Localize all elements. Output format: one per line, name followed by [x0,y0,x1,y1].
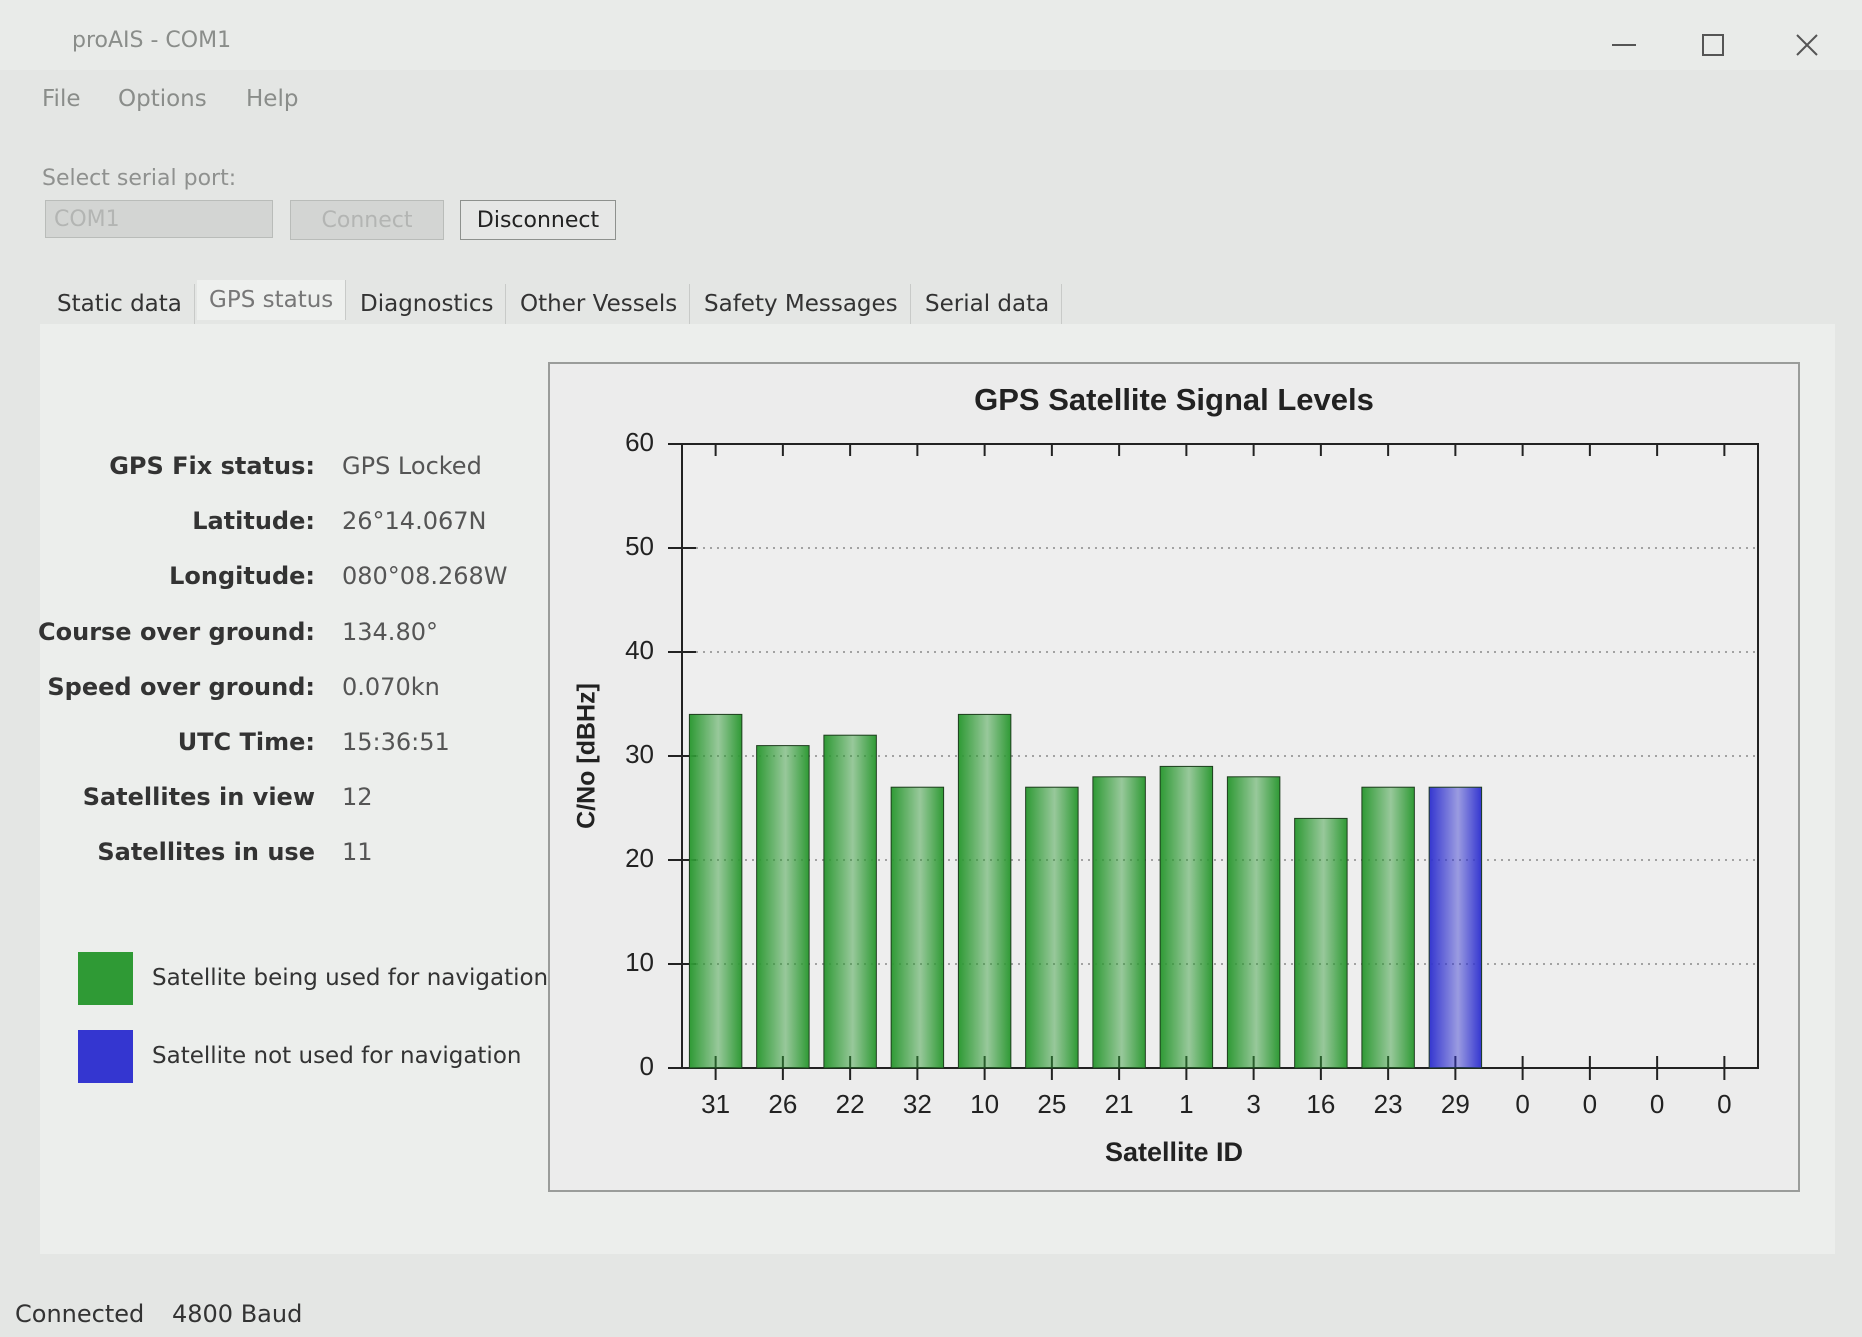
port-select[interactable]: COM1 [45,200,273,238]
bar [1025,786,1079,1069]
y-tick-label: 20 [625,843,654,873]
chart-title: GPS Satellite Signal Levels [974,382,1374,417]
field-label: Longitude: [169,562,315,591]
port-label: Select serial port: [42,166,237,191]
tab[interactable]: Static data [45,284,195,324]
status-text: 4800 Baud [172,1300,303,1328]
y-tick-label: 60 [625,427,654,457]
x-tick-label: 31 [701,1089,730,1119]
bar [756,745,810,1069]
legend-swatch [78,952,133,1005]
disconnect-button[interactable]: Disconnect [460,200,616,240]
x-tick-label: 3 [1246,1089,1260,1119]
x-tick-label: 1 [1179,1089,1193,1119]
bar [957,713,1012,1069]
menu-item[interactable]: File [42,86,81,112]
y-tick-label: 30 [625,739,654,769]
bar [1159,765,1214,1069]
x-tick-label: 10 [970,1089,999,1119]
field-value: 26°14.067N [342,507,487,536]
maximize[interactable] [1702,34,1724,56]
field-value: 080°08.268W [342,562,508,591]
y-tick-label: 10 [625,947,654,977]
tab[interactable]: Serial data [913,284,1063,324]
field-value: 12 [342,783,373,812]
field-label: Course over ground: [38,617,315,646]
window-title: proAIS - COM1 [72,28,232,53]
tab[interactable]: Other Vessels [508,284,691,324]
y-tick-label: 0 [640,1051,654,1081]
bar [1092,776,1146,1069]
field-value: 134.80° [342,617,438,646]
bar [823,734,877,1069]
x-tick-label: 26 [768,1089,797,1119]
x-tick-label: 25 [1037,1089,1066,1119]
field-label: GPS Fix status: [109,452,315,480]
bar [688,713,743,1069]
tab[interactable]: Safety Messages [692,284,911,324]
field-value: GPS Locked [342,452,482,480]
close[interactable] [1796,34,1818,56]
window-controls[interactable] [1590,30,1840,60]
x-tick-label: 23 [1374,1089,1403,1119]
field-label: Speed over ground: [47,672,315,701]
bar [890,786,945,1069]
bar [1428,786,1483,1069]
chart: GPS Satellite Signal Levels Satellite ID… [548,362,1800,1192]
x-tick-label: 0 [1515,1089,1529,1119]
y-axis-label: C/No [dBHz] [573,683,601,829]
status-text: Connected [15,1300,145,1328]
field-value: 11 [342,838,373,867]
bar [1226,776,1281,1069]
field-value: 0.070kn [342,672,440,701]
x-tick-label: 32 [903,1089,932,1119]
menu-item[interactable]: Options [118,86,207,112]
field-value: 15:36:51 [342,728,450,756]
y-tick-label: 50 [625,531,654,561]
field-label: Satellites in use [97,838,315,867]
x-tick-label: 16 [1306,1089,1335,1119]
x-tick-label: 0 [1717,1089,1731,1119]
tab[interactable]: GPS status [197,280,347,320]
bar [1361,786,1415,1069]
y-tick-label: 40 [625,635,654,665]
x-tick-label: 21 [1105,1089,1134,1119]
connect-button[interactable]: Connect [290,200,444,240]
x-tick-label: 0 [1650,1089,1664,1119]
field-label: Latitude: [192,507,315,536]
menu-item[interactable]: Help [246,86,299,112]
bar [1294,817,1348,1069]
field-label: Satellites in view [82,783,315,812]
legend-label: Satellite being used for navigation [152,965,549,991]
field-label: UTC Time: [177,728,315,756]
legend-label: Satellite not used for navigation [152,1043,522,1069]
plot-border [681,443,1759,1069]
title-bar [0,0,1862,70]
x-tick-label: 22 [836,1089,865,1119]
x-tick-label: 0 [1583,1089,1597,1119]
x-tick-label: 29 [1441,1089,1470,1119]
x-axis-label: Satellite ID [1105,1137,1243,1167]
legend-swatch [78,1030,133,1083]
tab[interactable]: Diagnostics [348,284,507,324]
